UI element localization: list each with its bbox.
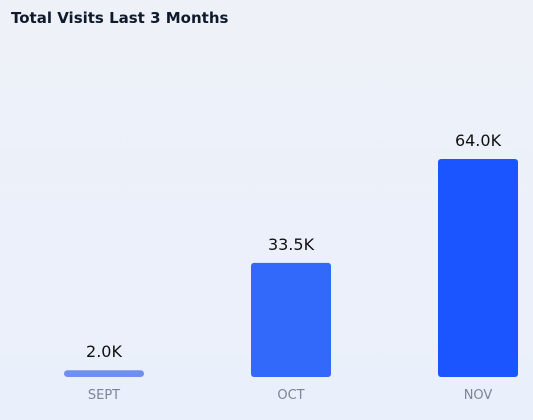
bar-value-label-nov: 64.0K <box>455 131 502 150</box>
bar-value-label-sept: 2.0K <box>86 342 122 361</box>
bar-value-label-oct: 33.5K <box>268 235 315 254</box>
bar-sept <box>64 370 144 377</box>
bar-oct <box>251 262 331 377</box>
category-label-sept: SEPT <box>88 388 120 403</box>
bar-nov <box>438 159 518 377</box>
category-label-oct: OCT <box>277 388 304 403</box>
chart-title: Total Visits Last 3 Months <box>11 9 229 27</box>
category-label-nov: NOV <box>464 388 493 403</box>
